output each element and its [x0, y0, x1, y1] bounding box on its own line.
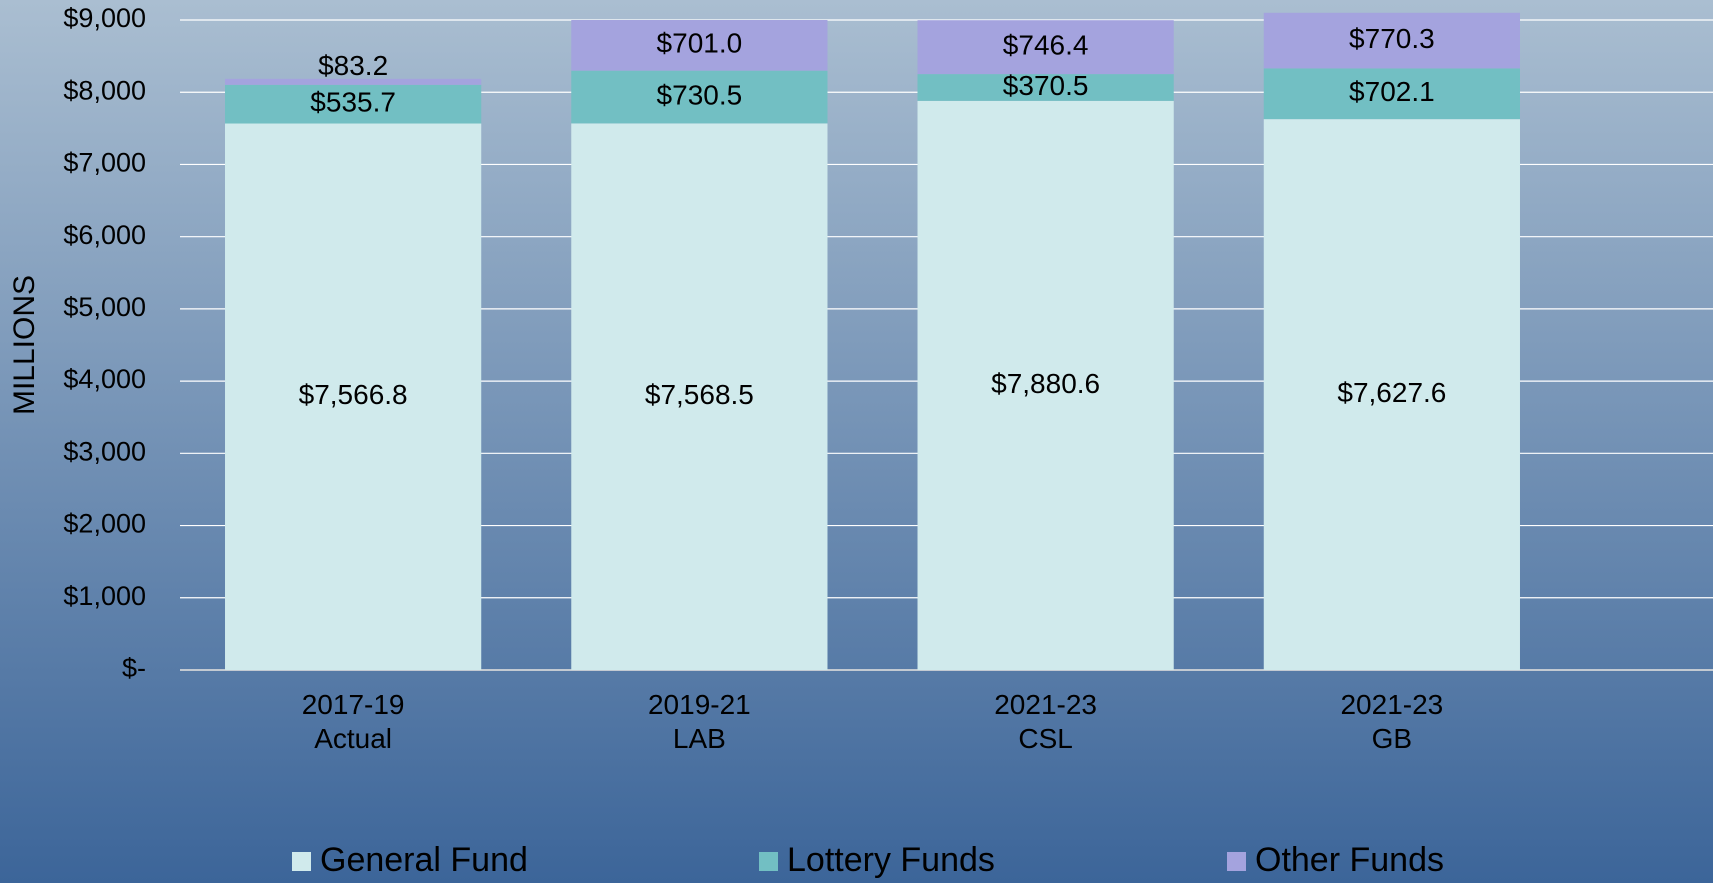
- data-label: $535.7: [310, 87, 396, 118]
- data-label: $730.5: [657, 79, 743, 110]
- y-tick-label: $4,000: [63, 364, 146, 394]
- bar-segment: [917, 74, 1174, 101]
- bar-segment: [571, 123, 828, 670]
- data-label: $7,568.5: [645, 379, 754, 410]
- y-tick-label: $2,000: [63, 509, 146, 539]
- y-axis-title: MILLIONS: [8, 275, 41, 415]
- bar-segment: [571, 20, 828, 71]
- data-label: $7,880.6: [991, 368, 1100, 399]
- x-tick-label: 2017-19 Actual: [301, 689, 405, 754]
- y-tick-label: $5,000: [63, 292, 146, 322]
- bar-segment: [225, 123, 482, 670]
- legend-label: Other Funds: [1255, 841, 1444, 879]
- legend-label: General Fund: [320, 841, 528, 879]
- legend-swatch: [759, 852, 778, 871]
- bar-segment: [571, 70, 828, 124]
- x-tick-label: 2021-23 CSL: [994, 689, 1097, 754]
- y-tick-label: $9,000: [63, 3, 146, 33]
- y-tick-label: $1,000: [63, 581, 146, 611]
- bar-segment: [1263, 12, 1520, 69]
- y-tick-label: $7,000: [63, 148, 146, 178]
- data-label: $746.4: [1003, 30, 1089, 61]
- data-label: $7,627.6: [1337, 377, 1446, 408]
- y-tick-label: $-: [122, 653, 146, 683]
- data-label: $7,566.8: [299, 379, 408, 410]
- bar-segment: [917, 100, 1174, 670]
- bar-segment: [1263, 68, 1520, 120]
- bar-segment: [1263, 119, 1520, 670]
- data-label: $702.1: [1349, 76, 1435, 107]
- x-tick-label: 2019-21 LAB: [647, 689, 751, 754]
- y-tick-label: $8,000: [63, 75, 146, 105]
- x-tick-label: 2021-23 GB: [1340, 689, 1444, 754]
- bar-segment: [917, 20, 1174, 75]
- data-label: $770.3: [1349, 23, 1435, 54]
- data-label: $370.5: [1003, 70, 1089, 101]
- data-label: $701.0: [657, 28, 743, 59]
- legend-swatch: [1227, 852, 1246, 871]
- data-label: $83.2: [318, 50, 388, 81]
- bar-segment: [225, 78, 482, 85]
- bar-segment: [225, 84, 482, 124]
- y-tick-label: $3,000: [63, 436, 146, 466]
- y-tick-label: $6,000: [63, 220, 146, 250]
- legend-label: Lottery Funds: [787, 841, 995, 879]
- legend-swatch: [292, 852, 311, 871]
